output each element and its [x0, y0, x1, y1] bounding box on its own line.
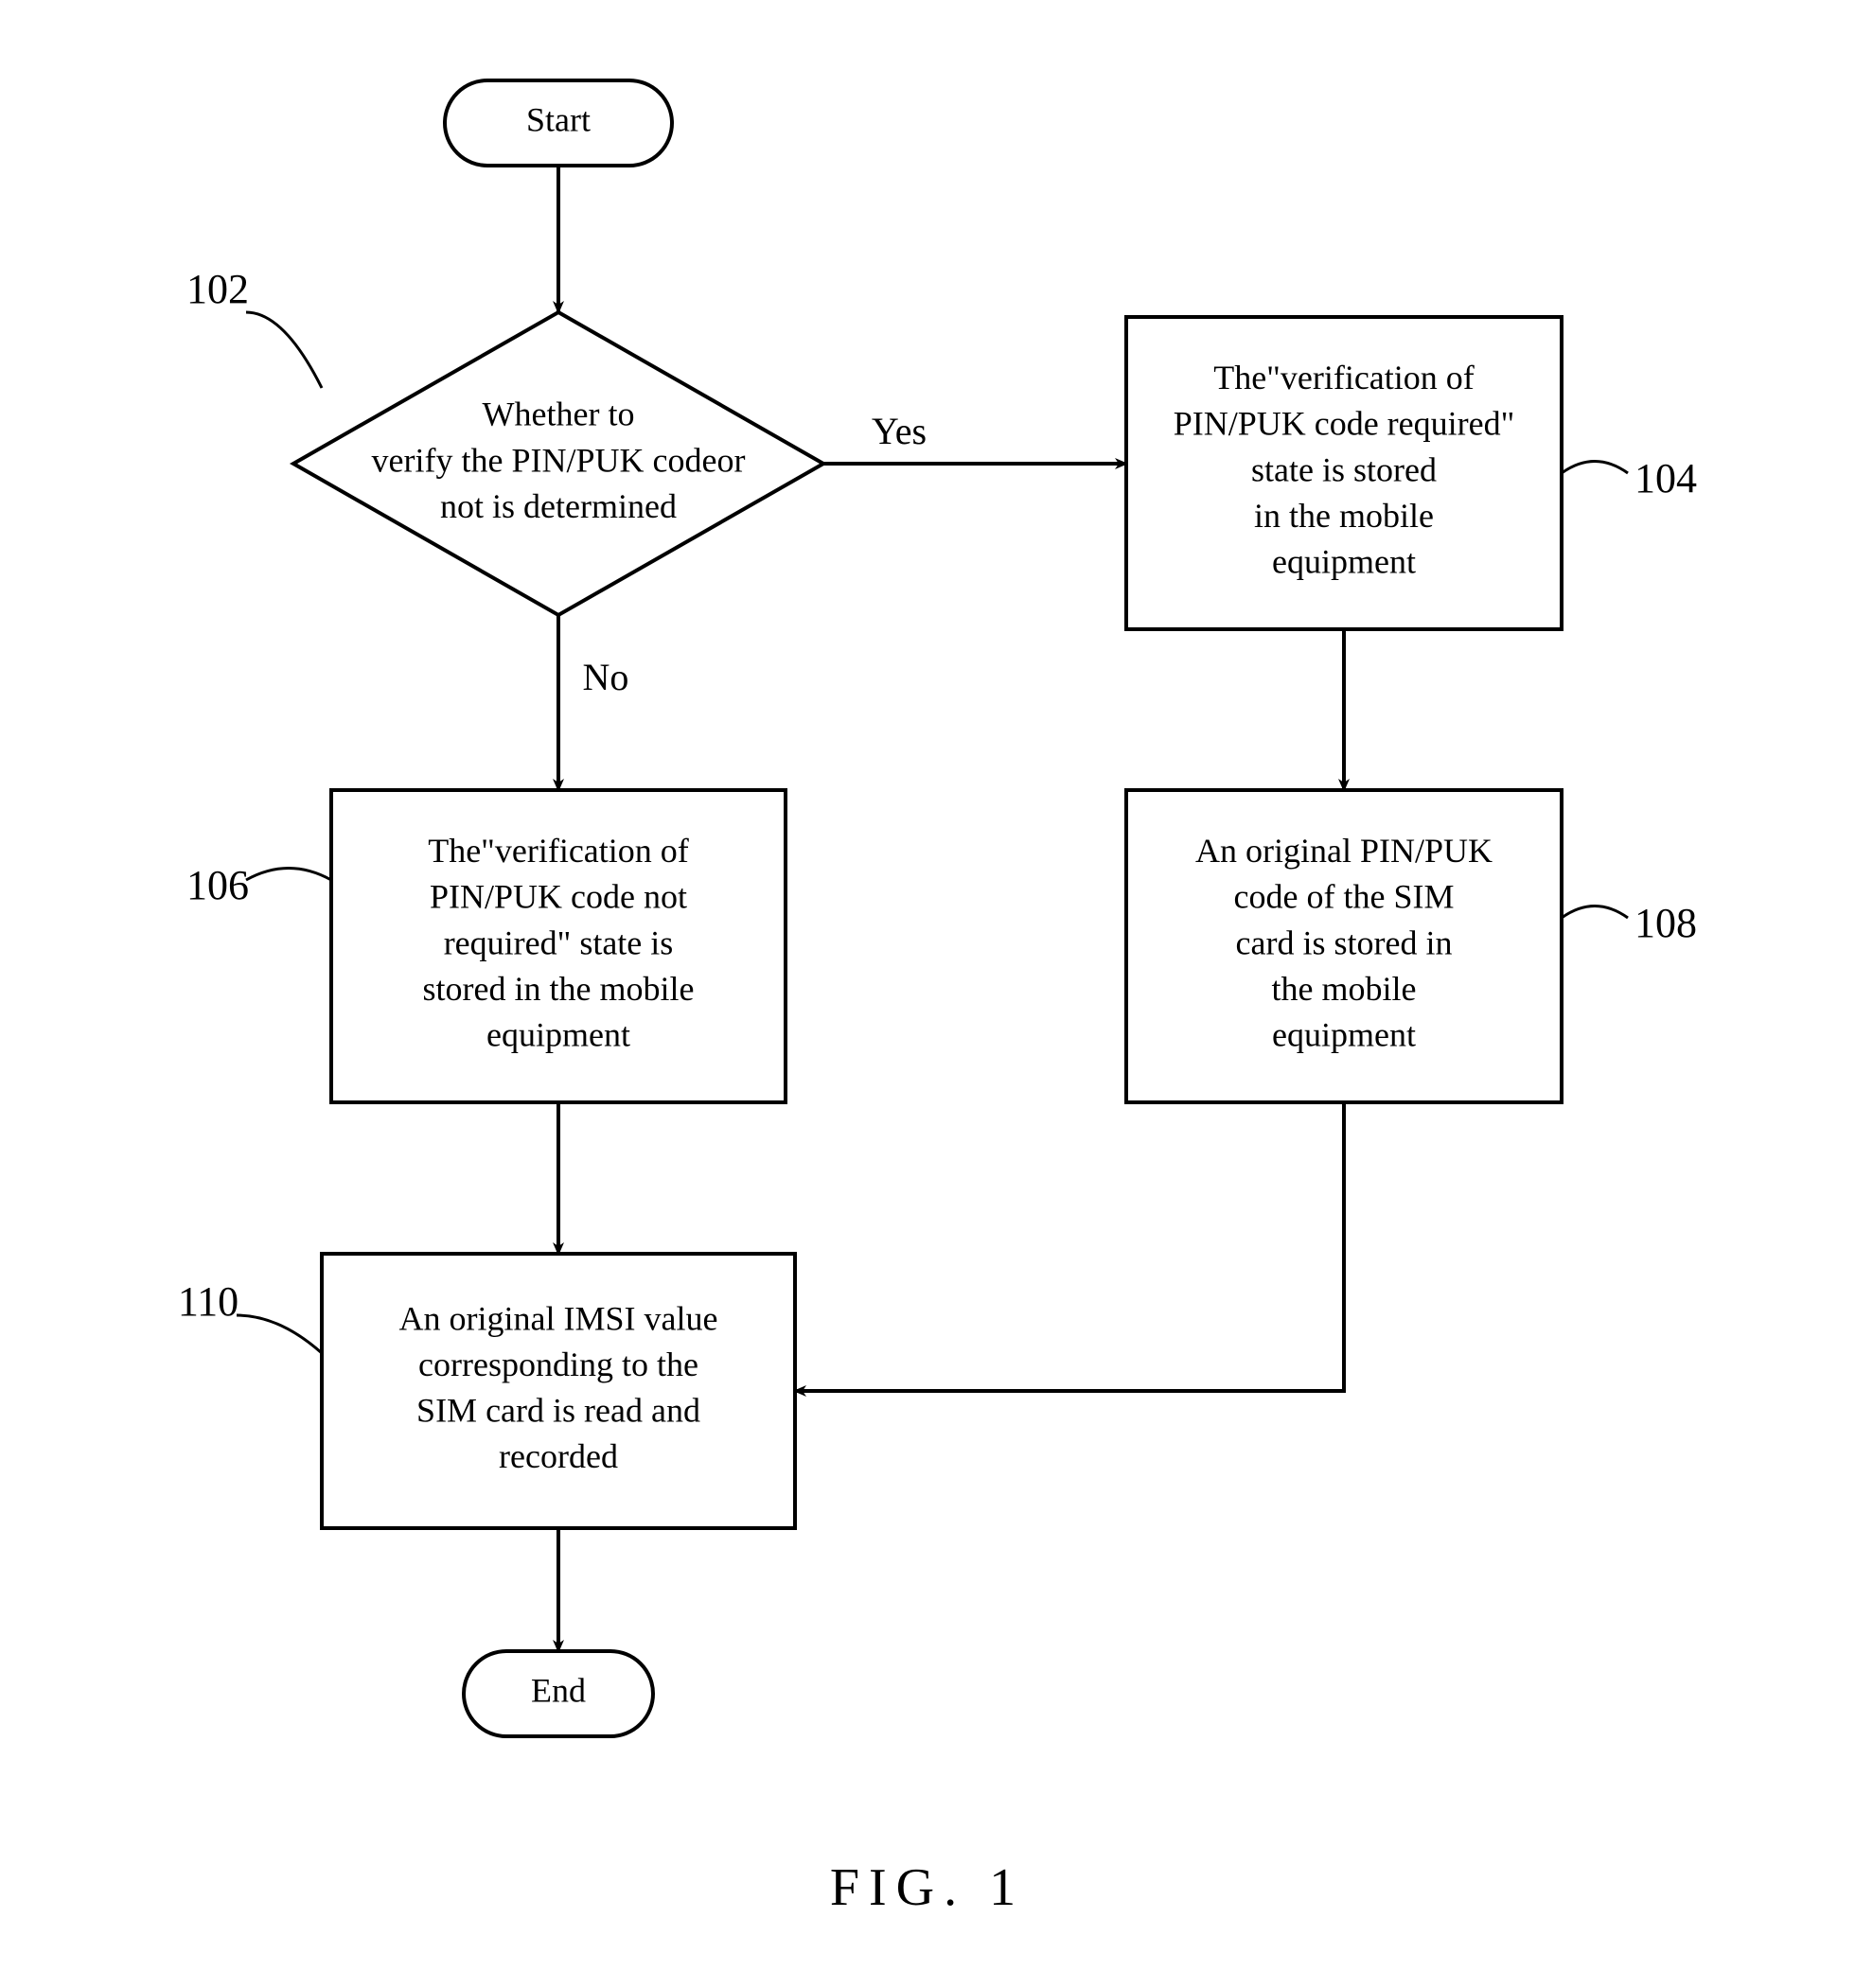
svg-text:An original PIN/PUK: An original PIN/PUK: [1195, 832, 1493, 870]
nodes-layer: Start Whether to verify the PIN/PUK codeor…: [293, 80, 1562, 1736]
svg-text:stored in the mobile: stored in the mobile: [423, 970, 695, 1008]
flowchart-canvas: Yes No Start Whether to verify the PIN/PUK …: [0, 0, 1855, 1988]
ref-label-d102: 102: [186, 266, 249, 312]
ref-label-b104: 104: [1634, 455, 1697, 501]
svg-text:state is stored: state is stored: [1251, 450, 1437, 488]
svg-text:required" state is: required" state is: [444, 924, 674, 961]
edge-label: Yes: [872, 410, 927, 452]
svg-text:Start: Start: [526, 100, 591, 138]
svg-text:the mobile: the mobile: [1272, 970, 1417, 1008]
ref-label-b110: 110: [178, 1278, 238, 1325]
svg-text:corresponding to the: corresponding to the: [418, 1346, 698, 1383]
svg-text:equipment: equipment: [1272, 542, 1416, 580]
svg-text:verify the PIN/PUK codeor: verify the PIN/PUK codeor: [372, 441, 746, 479]
svg-text:An original IMSI value: An original IMSI value: [399, 1299, 718, 1337]
edge-label: No: [583, 656, 629, 698]
svg-text:End: End: [531, 1671, 586, 1709]
svg-text:SIM card is read and: SIM card is read and: [416, 1392, 700, 1430]
svg-text:equipment: equipment: [1272, 1015, 1416, 1053]
svg-text:The"verification of: The"verification of: [428, 832, 689, 870]
svg-text:PIN/PUK code not: PIN/PUK code not: [430, 878, 687, 916]
figure-caption: FIG. 1: [830, 1858, 1025, 1917]
svg-text:Whether to: Whether to: [483, 396, 635, 433]
svg-text:The"verification of: The"verification of: [1213, 359, 1475, 396]
ref-label-b106: 106: [186, 862, 249, 908]
svg-text:PIN/PUK code required": PIN/PUK code required": [1174, 405, 1515, 443]
svg-text:not is determined: not is determined: [440, 487, 677, 525]
svg-text:card is stored in: card is stored in: [1236, 924, 1453, 961]
ref-label-b108: 108: [1634, 900, 1697, 946]
svg-text:recorded: recorded: [499, 1437, 618, 1475]
svg-text:equipment: equipment: [486, 1015, 630, 1053]
svg-text:code of the SIM: code of the SIM: [1234, 878, 1455, 916]
svg-text:in the mobile: in the mobile: [1254, 497, 1434, 535]
